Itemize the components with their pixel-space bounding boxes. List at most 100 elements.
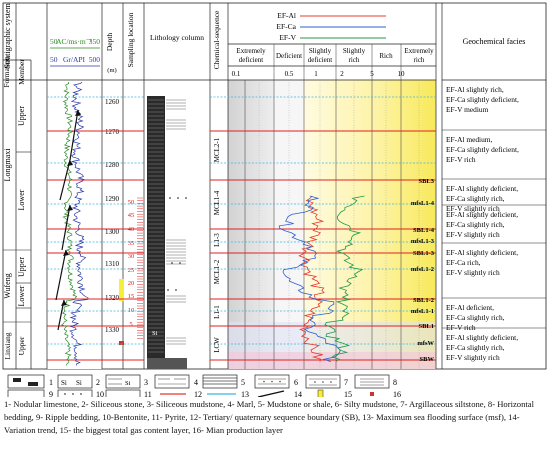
formation-wufeng: Wufeng: [3, 273, 12, 298]
class-deficient: Deficient: [276, 52, 302, 60]
label-mfsl1-3: mfsL1-3: [411, 238, 435, 245]
trend-arrow-head-1: [67, 205, 73, 211]
facies-text: EF-Al slightly deficient,: [446, 333, 518, 342]
rich-band: [304, 80, 436, 369]
facies-text: EF-Al slightly deficient,: [446, 184, 518, 193]
member-upper-3: Upper: [17, 336, 26, 355]
facies-text: EF-Al medium,: [446, 135, 493, 144]
facies-text: EF-Al slightly deficient,: [446, 210, 518, 219]
tick-2: 2: [340, 70, 344, 78]
lith-dot: [185, 197, 187, 199]
class-slightly-rich-1: Slightly: [343, 47, 366, 55]
facies-row-4: EF-Al slightly deficient,EF-Ca rich,EF-V…: [446, 248, 518, 277]
legend-ca: EF-Ca: [276, 22, 296, 31]
key-num-8: 8: [393, 378, 397, 387]
class-slightly-deficient-1: Slightly: [309, 47, 332, 55]
key-num-6: 6: [294, 378, 298, 387]
lith-dot: [169, 197, 171, 199]
key-num-14: 14: [294, 390, 302, 397]
facies-row-2: EF-Al slightly deficient,EF-Ca slightly …: [446, 184, 518, 213]
class-slightly-deficient-2: deficient: [308, 56, 333, 64]
depth-unit: (m): [107, 67, 116, 74]
tick-0-5: 0.5: [285, 70, 294, 78]
chem-seq-title: Chemical-sequence: [212, 10, 221, 69]
label-sbw: SBW: [420, 356, 435, 363]
chem-seq-labels: MCL2-1 MCL1-4 L1-3 MCL1-2 L1-1 LCW: [213, 137, 221, 353]
class-extremely-deficient-2: deficient: [239, 56, 264, 64]
seq-l1-3: L1-3: [213, 233, 221, 247]
facies-row-1: EF-Al medium,EF-Ca slightly deficient,EF…: [446, 135, 519, 164]
lith-si: Si: [152, 330, 158, 337]
label-sbl3: SBL3: [418, 178, 434, 185]
member-lower-1: Lower: [17, 189, 26, 210]
trend-arrow-0: [55, 249, 67, 301]
member-lower-2: Lower: [17, 285, 26, 306]
deficient-band: [228, 80, 274, 369]
sample-15: 15: [128, 293, 135, 300]
key-num-5: 5: [241, 378, 245, 387]
facies-text: EF-V slightly rich: [446, 204, 500, 213]
facies-row-5: EF-Al deficient,EF-Ca slightly rich,EF-V…: [446, 303, 505, 332]
facies-text: EF-V slightly rich: [446, 230, 500, 239]
key-num-4: 4: [194, 378, 198, 387]
main-production-layer: [119, 341, 124, 345]
depth-1310: 1310: [105, 260, 120, 268]
key-num-9: 9: [49, 390, 53, 397]
ef-ticks: 0.1 0.5 1 2 5 10: [232, 70, 405, 78]
facies-text: EF-Ca slightly deficient,: [446, 145, 519, 154]
depth-1290: 1290: [105, 195, 120, 203]
stratigraphic-geochemical-diagram: Stratigraphic system Formation Member 50…: [2, 2, 547, 399]
legend-caption: 1- Nodular limestone, 2- Siliceous stone…: [4, 399, 534, 435]
class-extremely-deficient-1: Extremely: [236, 47, 266, 55]
key-si-1: Si: [61, 379, 67, 387]
key-num-10: 10: [96, 390, 104, 397]
label-mfsl1-1: mfsL1-1: [411, 308, 434, 315]
lithology-title: Lithology column: [150, 33, 204, 42]
key-num-12: 12: [194, 390, 202, 397]
gr-max: 500: [89, 55, 101, 64]
depth-1330: 1330: [105, 326, 120, 334]
trend-arrow-head-2: [67, 160, 73, 166]
seq-mcl1-2: MCL1-2: [213, 259, 221, 284]
facies-row-0: EF-Al slightly rich,EF-Ca slightly defic…: [446, 85, 519, 114]
depth-labels: 1260 1270 1280 1290 1300 1310 1320 1330: [105, 98, 120, 334]
label-sbl1-2: SBL1-2: [413, 297, 434, 304]
label-mfsw: mfsW: [417, 340, 434, 347]
trend-arrow-head-3: [75, 110, 81, 116]
facies-text: EF-V slightly rich: [446, 353, 500, 362]
facies-text: EF-Ca slightly rich,: [446, 343, 505, 352]
facies-text: EF-V rich: [446, 155, 476, 164]
max-gas-layer: [119, 279, 124, 301]
gr-label: Gr/API: [63, 55, 86, 64]
sampling-title: Sampling location: [126, 12, 135, 67]
sample-25: 25: [128, 267, 135, 274]
trend-arrow-1: [61, 204, 71, 251]
gr-curve: [69, 81, 89, 366]
facies-column: EF-Al slightly rich, EF-Ca slightly defic…: [442, 85, 546, 362]
key-num-15: 15: [344, 390, 352, 397]
lith-dot: [179, 262, 181, 264]
facies-row-3: EF-Al slightly deficient,EF-Ca slightly …: [446, 210, 518, 239]
facies-text: EF-V medium: [446, 105, 489, 114]
legend-v: EF-V: [279, 33, 296, 42]
sample-40: 40: [128, 226, 135, 233]
key-num-11: 11: [144, 390, 152, 397]
trend-arrow-3: [69, 109, 79, 161]
facies-text: EF-Ca slightly rich,: [446, 194, 505, 203]
sequence-boundaries: [47, 96, 436, 361]
boundary-labels: SBL3 mfsL1-4 SBL1-4 mfsL1-3 SBL1-3 mfsL1…: [411, 178, 435, 363]
ef-legend: EF-Al EF-Ca EF-V: [276, 11, 386, 42]
seq-l1-1: L1-1: [213, 305, 221, 319]
ac-curve: [60, 81, 78, 366]
ef-ca-curve: [278, 195, 341, 362]
label-sbl1: SBL1: [418, 323, 434, 330]
key-num-7: 7: [344, 378, 348, 387]
facies-text: EF-Al slightly rich,: [446, 85, 504, 94]
lith-dot: [171, 262, 173, 264]
ac-min: 50: [50, 37, 58, 46]
facies-text: EF-Al deficient,: [446, 303, 494, 312]
ac-label: AC/ms·m⁻¹: [56, 37, 92, 46]
seq-lcw: LCW: [213, 337, 221, 353]
label-mfsl1-2: mfsL1-2: [411, 266, 434, 273]
